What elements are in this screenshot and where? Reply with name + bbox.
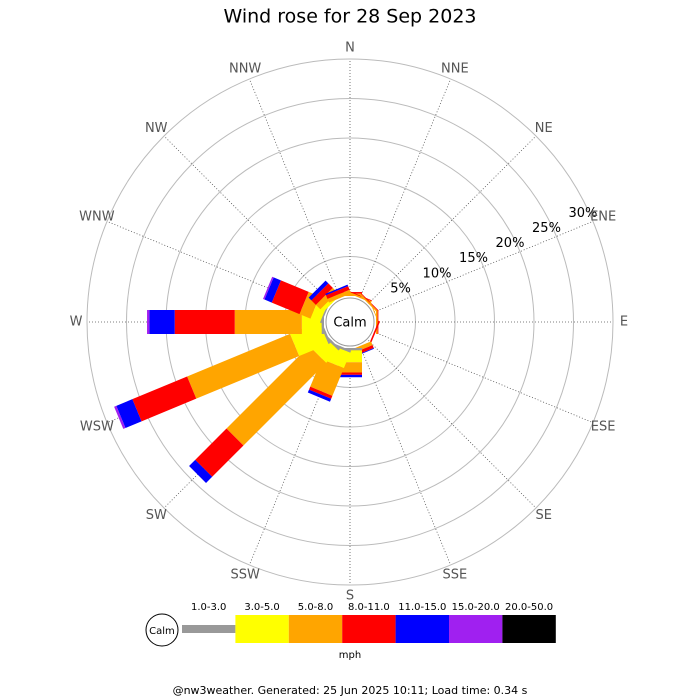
direction-label: SSW [230, 568, 260, 583]
direction-label: WSW [80, 419, 114, 434]
direction-bar [369, 320, 381, 344]
legend-swatch [235, 615, 289, 643]
direction-label: SSE [442, 568, 467, 583]
legend-swatch [395, 615, 449, 643]
bar-segment [234, 310, 302, 334]
grid [86, 58, 614, 586]
bar-segment [174, 310, 235, 334]
calm-circle [325, 297, 375, 347]
direction-bar [338, 348, 362, 378]
legend-label: 3.0-5.0 [244, 602, 279, 613]
legend-swatch [449, 615, 503, 643]
direction-label: S [346, 589, 354, 604]
r-tick-label: 25% [532, 221, 561, 236]
bar-segment [338, 372, 362, 375]
spoke [248, 78, 341, 299]
bar-segment [147, 310, 150, 334]
bar-segment [195, 428, 244, 477]
direction-bar [147, 310, 324, 334]
r-tick-label: 20% [496, 236, 525, 251]
spoke [163, 135, 332, 304]
bar-segment [377, 310, 379, 334]
bar-segment [338, 293, 362, 296]
bar-segment [369, 320, 381, 344]
bar-segment [327, 289, 352, 303]
legend-label: 1.0-3.0 [191, 602, 226, 613]
direction-bar [359, 293, 379, 313]
direction-bar [114, 320, 331, 429]
direction-label: NNE [441, 61, 469, 76]
bar-segment [264, 277, 281, 303]
bar-segment [307, 389, 332, 402]
bar-segment [361, 293, 379, 311]
direction-label: ENE [590, 210, 616, 225]
legend-swatch [182, 625, 236, 633]
direction-label: W [70, 315, 83, 330]
chart-title: Wind rose for 28 Sep 2023 [223, 6, 476, 28]
bar-segment [308, 280, 329, 301]
spoke [368, 340, 537, 509]
spoke [373, 220, 594, 313]
spoke [373, 331, 594, 424]
legend-label: 20.0-50.0 [505, 602, 553, 613]
direction-label: NW [145, 121, 168, 136]
spoke [359, 78, 452, 299]
r-tick-label: 5% [390, 281, 411, 296]
direction-label: WNW [79, 210, 115, 225]
bar-segment [149, 310, 175, 334]
r-tick-label: 10% [423, 266, 452, 281]
direction-label: SW [146, 508, 167, 523]
bar-segment [271, 280, 309, 315]
direction-label: E [620, 315, 628, 330]
spoke [368, 135, 537, 304]
direction-label: NNW [229, 61, 261, 76]
legend-calm-label: Calm [149, 626, 175, 637]
bar-segment [325, 284, 349, 296]
bar-segment [338, 348, 362, 351]
bar-segment [338, 350, 362, 363]
footer: @nw3weather. Generated: 25 Jun 2025 10:1… [173, 684, 528, 697]
bar-segment [189, 459, 213, 483]
direction-label: ESE [591, 419, 616, 434]
bar-segment [325, 286, 350, 299]
legend-unit: mph [339, 650, 361, 661]
direction-label: N [345, 41, 355, 56]
bar-segment [187, 333, 300, 399]
bar-segment [311, 283, 333, 305]
bar-segment [116, 399, 142, 428]
bar-segment [262, 276, 274, 300]
bar-segment [114, 405, 126, 429]
grid-ring [86, 58, 614, 586]
r-tick-label: 30% [569, 206, 598, 221]
legend: Calm 1.0-3.0 3.0-5.0 5.0-8.0 8.0-11.0 11.0-15… [145, 602, 556, 661]
spoke [359, 345, 452, 566]
legend-label: 8.0-11.0 [348, 602, 390, 613]
grid-ring [126, 98, 574, 546]
direction-label: SE [536, 508, 552, 523]
r-tick-label: 15% [459, 251, 488, 266]
legend-calm [145, 613, 179, 647]
bar-segment [338, 374, 362, 378]
bar-segment [132, 376, 197, 422]
direction-label: NE [535, 121, 553, 136]
bars [114, 276, 381, 483]
bar-segment [226, 345, 327, 446]
legend-label: 5.0-8.0 [298, 602, 333, 613]
bar-segment [338, 362, 362, 373]
calm-label: Calm [333, 316, 366, 331]
legend-swatch [288, 615, 343, 643]
direction-bar [325, 284, 352, 303]
legend-swatch [342, 615, 396, 643]
bar-segment [359, 294, 378, 313]
legend-swatch [502, 615, 556, 643]
bar-segment [309, 386, 333, 399]
overlay: 5% 10% 15% 20% 25% 30% N NNE NE ENE E ESE SE SSE S SSW S… [70, 41, 629, 604]
legend-label: 11.0-15.0 [398, 602, 446, 613]
legend-label: 15.0-20.0 [452, 602, 500, 613]
